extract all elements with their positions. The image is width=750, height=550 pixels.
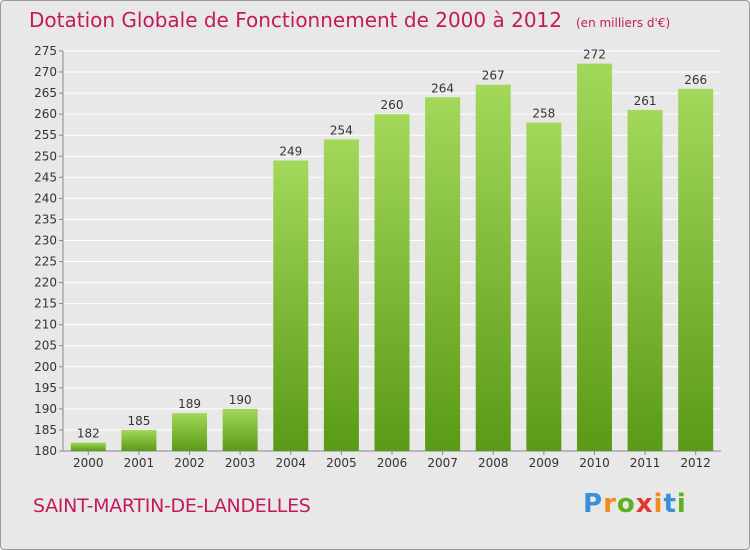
value-label: 266 <box>684 73 707 87</box>
value-label: 272 <box>583 48 606 62</box>
y-tick-label: 185 <box>34 423 57 437</box>
chart-title-text: Dotation Globale de Fonctionnement de 20… <box>29 8 562 32</box>
y-tick-label: 205 <box>34 339 57 353</box>
value-label: 261 <box>634 94 657 108</box>
y-tick-label: 260 <box>34 107 57 121</box>
value-label: 264 <box>431 81 454 95</box>
value-label: 258 <box>532 107 555 121</box>
y-tick-label: 225 <box>34 255 57 269</box>
x-tick-label: 2002 <box>174 456 205 470</box>
y-tick-label: 200 <box>34 360 57 374</box>
bar-2004 <box>273 160 309 451</box>
bar-2011 <box>627 109 663 452</box>
value-label: 267 <box>482 69 505 83</box>
x-tick-label: 2010 <box>579 456 610 470</box>
x-tick-label: 2007 <box>427 456 458 470</box>
value-label: 260 <box>381 98 404 112</box>
bar-2010 <box>576 63 612 451</box>
y-tick-label: 190 <box>34 402 57 416</box>
y-tick-label: 270 <box>34 65 57 79</box>
x-tick-label: 2009 <box>529 456 560 470</box>
y-tick-label: 210 <box>34 318 57 332</box>
x-tick-label: 2000 <box>73 456 104 470</box>
y-tick-label: 265 <box>34 86 57 100</box>
value-label: 249 <box>279 144 302 158</box>
bar-2009 <box>526 122 562 451</box>
y-tick-label: 220 <box>34 276 57 290</box>
commune-name: SAINT-MARTIN-DE-LANDELLES <box>33 495 311 517</box>
value-label: 190 <box>229 393 252 407</box>
y-tick-label: 245 <box>34 170 57 184</box>
y-tick-label: 240 <box>34 191 57 205</box>
y-tick-label: 275 <box>34 44 57 58</box>
bar-2006 <box>374 114 410 451</box>
x-tick-label: 2003 <box>225 456 256 470</box>
proxiti-logo: Proxiti <box>583 489 687 519</box>
bar-2001 <box>121 429 157 451</box>
chart-unit: (en milliers d'€) <box>576 16 671 30</box>
y-tick-label: 215 <box>34 297 57 311</box>
y-tick-label: 235 <box>34 212 57 226</box>
value-label: 182 <box>77 427 100 441</box>
x-tick-label: 2005 <box>326 456 357 470</box>
value-label: 254 <box>330 123 353 137</box>
chart-title: Dotation Globale de Fonctionnement de 20… <box>29 8 670 32</box>
y-tick-label: 195 <box>34 381 57 395</box>
bar-2007 <box>425 97 461 451</box>
x-tick-label: 2012 <box>680 456 711 470</box>
x-tick-label: 2008 <box>478 456 509 470</box>
value-label: 189 <box>178 397 201 411</box>
x-tick-label: 2001 <box>124 456 155 470</box>
bar-2003 <box>222 408 258 451</box>
bar-2005 <box>323 139 359 451</box>
label-layer: 180 185 190 195 200 205 210 215 220 225 230 235 240 2… <box>34 44 711 470</box>
value-label: 185 <box>127 414 150 428</box>
x-tick-label: 2004 <box>275 456 306 470</box>
bar-2012 <box>678 88 714 451</box>
bar-layer <box>70 63 714 452</box>
bar-2000 <box>70 442 106 451</box>
y-tick-label: 230 <box>34 233 57 247</box>
y-tick-label: 250 <box>34 149 57 163</box>
y-tick-label: 255 <box>34 128 57 142</box>
x-tick-label: 2011 <box>630 456 661 470</box>
bar-2002 <box>172 413 208 451</box>
x-tick-label: 2006 <box>377 456 408 470</box>
bar-2008 <box>475 84 511 452</box>
y-tick-label: 180 <box>34 444 57 458</box>
